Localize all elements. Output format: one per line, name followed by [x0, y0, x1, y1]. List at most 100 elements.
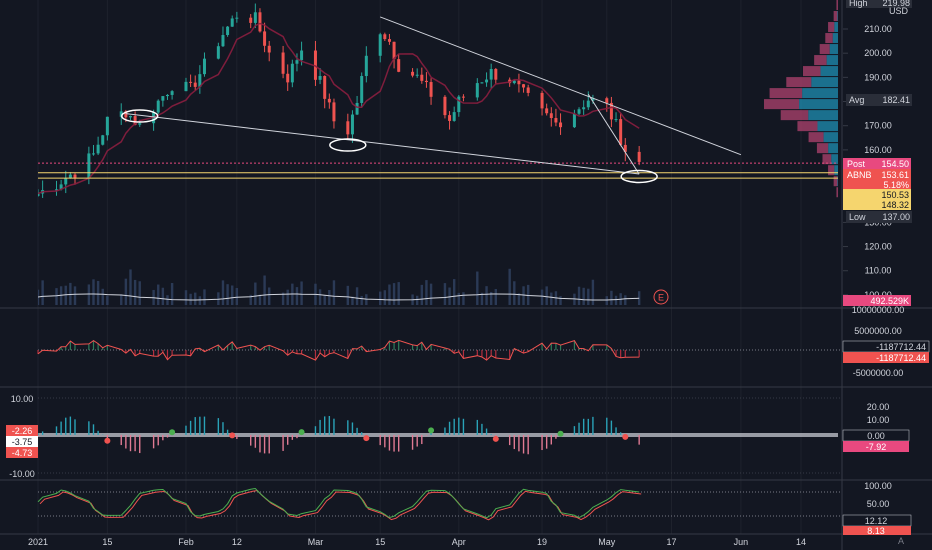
svg-text:5000000.00: 5000000.00	[854, 326, 902, 336]
svg-text:-3.75: -3.75	[12, 437, 33, 447]
price-tick-12: 100.00	[864, 290, 892, 300]
volume-bar	[281, 292, 285, 305]
volume-bar	[457, 292, 461, 305]
price-axis-badges: High 219.98 USD Avg 182.41 Post 154.50 A…	[843, 0, 912, 306]
volume-profile-down-4	[819, 44, 830, 55]
annotation-circles	[120, 109, 658, 184]
volume-bar	[425, 280, 428, 305]
osc2-signal-dot	[104, 437, 111, 444]
svg-text:-10.00: -10.00	[9, 469, 35, 479]
candle-body	[202, 58, 206, 75]
candle-body	[457, 96, 461, 113]
candle-body	[73, 174, 77, 178]
line-badge-1: 150.53	[843, 189, 911, 200]
volume-bar	[489, 291, 493, 305]
osc2-signal-dot	[363, 435, 370, 442]
volume-bar	[249, 294, 252, 305]
candle-body	[198, 74, 202, 87]
volume-bar	[189, 293, 192, 305]
svg-text:Low: Low	[849, 212, 866, 222]
candle-body	[286, 73, 290, 83]
candle-body	[267, 45, 271, 53]
volume-bar	[286, 289, 289, 305]
volume-profile-up-10	[808, 110, 838, 121]
stoch-signal-line	[39, 489, 642, 521]
time-tick-3: 12	[232, 537, 242, 547]
candle-body	[355, 102, 359, 115]
volume-bar	[73, 286, 77, 305]
svg-text:-2.26: -2.26	[12, 426, 33, 436]
candle-body	[383, 34, 387, 40]
candle-body	[235, 17, 239, 19]
volume-profile-down-15	[828, 165, 835, 176]
volume-bar	[235, 288, 239, 305]
price-panel[interactable]	[37, 0, 843, 305]
volume-profile-down-12	[808, 132, 824, 143]
price-tick-3: 190.00	[864, 72, 892, 82]
price-tick-11: 110.00	[865, 266, 892, 276]
volume-profile-up-1	[837, 11, 838, 22]
earnings-event-marker[interactable]: E	[653, 289, 669, 305]
time-tick-10: Jun	[734, 537, 749, 547]
time-axis[interactable]: 2021 15 Feb 12 Mar 15 Apr 19 May 17 Jun 14	[28, 537, 806, 547]
time-tick-6: Apr	[452, 537, 466, 547]
svg-text:-1187712.44: -1187712.44	[876, 342, 926, 352]
osc1-line	[37, 339, 640, 361]
volume-bar	[318, 289, 322, 305]
volume-bar	[217, 292, 220, 305]
momentum-panel[interactable]	[37, 397, 842, 474]
time-tick-7: 19	[537, 537, 547, 547]
volume-profile-down-0	[836, 0, 838, 11]
candle-body	[96, 144, 100, 154]
low-badge: Low 137.00	[846, 211, 912, 223]
volume-bar	[360, 296, 363, 305]
volume-bar	[513, 281, 516, 305]
auto-scale-button[interactable]: A	[898, 536, 904, 546]
volume-bar	[522, 286, 525, 305]
candle-body	[485, 79, 489, 83]
candle-body	[101, 135, 105, 145]
candle-body	[54, 189, 58, 191]
osc2-signal-dot	[557, 430, 564, 437]
volume-badge: 492.529K	[843, 295, 911, 306]
candle-body	[230, 18, 234, 27]
candle-body	[605, 98, 609, 103]
volume-bar	[378, 291, 382, 305]
volume-oscillator-panel[interactable]	[37, 339, 842, 361]
volume-bar	[415, 295, 419, 305]
candle-body	[591, 98, 595, 101]
volume-bar	[170, 283, 174, 305]
svg-text:-1187712.44: -1187712.44	[876, 353, 926, 363]
osc2-signal-dot	[169, 429, 176, 436]
volume-profile-down-9	[764, 99, 800, 110]
svg-text:20.00: 20.00	[867, 402, 890, 412]
currency-label: USD	[889, 6, 909, 16]
volume-profile-up-6	[820, 66, 838, 77]
candle-body	[582, 107, 586, 110]
volume-bar	[41, 280, 44, 305]
candle-body	[346, 121, 350, 135]
volume-profile-up-9	[799, 99, 838, 110]
candle-body	[429, 82, 433, 97]
volume-bar	[101, 288, 104, 305]
stochastic-panel[interactable]	[37, 487, 842, 521]
volume-profile-up-8	[802, 88, 838, 99]
volume-profile-down-10	[780, 110, 809, 121]
volume-bar	[517, 293, 521, 305]
volume-profile-down-7	[786, 77, 812, 88]
volume-bar	[577, 286, 581, 305]
volume-bar	[166, 295, 169, 305]
volume-bar	[263, 275, 266, 305]
svg-text:137.00: 137.00	[882, 212, 910, 222]
candle-body	[637, 151, 641, 162]
candle-body	[609, 102, 613, 120]
volume-bar	[452, 279, 456, 305]
svg-text:50.00: 50.00	[867, 499, 890, 509]
volume-bar	[605, 296, 608, 305]
time-tick-2: Feb	[178, 537, 194, 547]
svg-text:8.13: 8.13	[867, 526, 885, 536]
volume-profile-up-13	[828, 143, 838, 154]
oscillator-axis-3: 100.00 50.00 12.12 8.13	[842, 481, 912, 536]
candle-body	[323, 76, 327, 99]
